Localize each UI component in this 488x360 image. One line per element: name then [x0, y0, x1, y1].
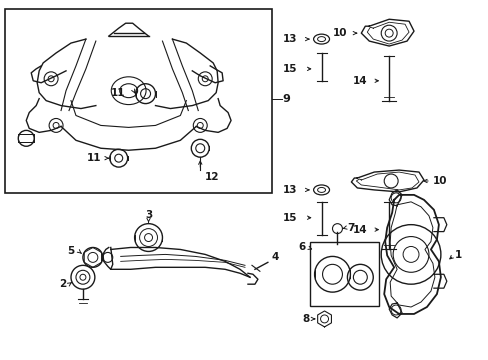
Text: 11: 11	[111, 88, 125, 98]
Text: 14: 14	[352, 76, 366, 86]
Text: 4: 4	[271, 252, 279, 262]
Text: 13: 13	[283, 185, 297, 195]
Text: 14: 14	[352, 225, 366, 235]
Bar	[18, 134, 34, 142]
Bar	[309, 242, 379, 306]
Text: 7: 7	[346, 222, 354, 233]
Text: 10: 10	[432, 176, 447, 186]
Text: 1: 1	[454, 251, 461, 260]
Text: 8: 8	[302, 314, 309, 324]
Text: 15: 15	[283, 213, 297, 223]
Text: 15: 15	[283, 64, 297, 74]
Text: 6: 6	[298, 243, 305, 252]
Text: 10: 10	[332, 28, 346, 38]
Bar	[5, 9, 271, 193]
Text: 12: 12	[205, 172, 219, 182]
Text: 2: 2	[59, 279, 66, 289]
Text: 9: 9	[282, 94, 290, 104]
Text: 5: 5	[66, 247, 74, 256]
Text: 11: 11	[86, 153, 101, 163]
Text: 3: 3	[144, 210, 152, 220]
Text: 13: 13	[283, 34, 297, 44]
